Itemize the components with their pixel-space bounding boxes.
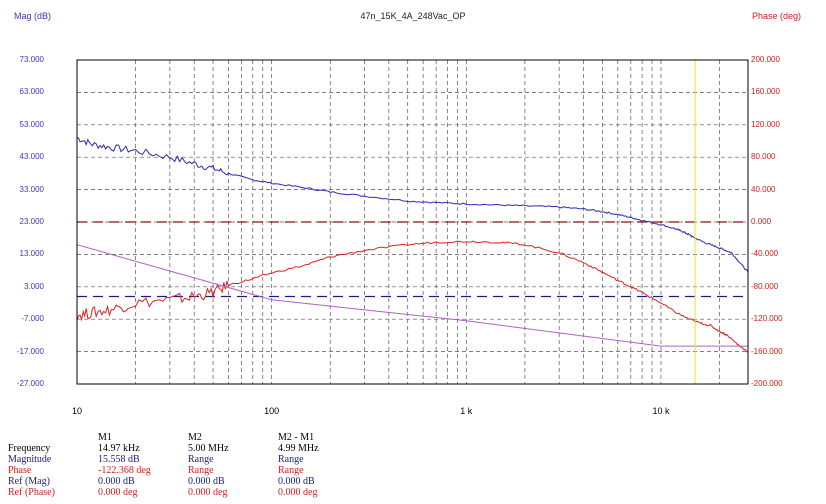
m1-value: -122.368 deg xyxy=(98,465,151,476)
left-tick-label: 53.000 xyxy=(19,119,44,129)
right-tick-label: 0.000 xyxy=(751,217,772,226)
header-empty xyxy=(8,432,98,443)
m1-value: 0.000 dB xyxy=(98,476,135,487)
left-axis-title: Mag (dB) xyxy=(14,11,52,21)
reference-trace xyxy=(76,244,748,347)
left-tick-label: 33.000 xyxy=(19,184,44,194)
row-label: Phase xyxy=(8,465,32,476)
right-tick-label: 120.000 xyxy=(751,119,780,129)
m1-value: 14.97 kHz xyxy=(98,443,140,454)
row-ref-phase: Ref (Phase) 0.000 deg 0.000 deg 0.000 de… xyxy=(8,487,368,498)
m2-value: 0.000 deg xyxy=(188,487,228,498)
right-tick-label: -120.000 xyxy=(751,314,783,324)
right-tick-label: -200.000 xyxy=(751,379,783,388)
m2-value: Range xyxy=(188,454,214,465)
m1-value: 15.558 dB xyxy=(98,454,140,465)
right-tick-label: 80.000 xyxy=(751,152,776,162)
magnitude-trace xyxy=(76,137,749,273)
m2-value: Range xyxy=(188,465,214,476)
row-label: Ref (Phase) xyxy=(8,487,55,498)
row-label: Magnitude xyxy=(8,454,52,465)
row-frequency: Frequency 14.97 kHz 5.00 MHz 4.99 MHz xyxy=(8,443,368,454)
right-tick-label: 200.000 xyxy=(751,55,780,64)
m2-value: 5.00 MHz xyxy=(188,443,229,454)
chart-title: 47n_15K_4A_248Vac_OP xyxy=(360,11,466,21)
diff-value: 4.99 MHz xyxy=(278,443,319,454)
x-tick-label: 10 xyxy=(71,406,83,416)
row-phase: Phase -122.368 deg Range Range xyxy=(8,465,368,476)
left-tick-label: 3.000 xyxy=(23,281,44,291)
x-tick-label: 1 k xyxy=(460,406,473,416)
marker-table-header: M1 M2 M2 - M1 xyxy=(8,432,368,443)
left-tick-label: -7.000 xyxy=(21,314,44,324)
diff-value: 0.000 deg xyxy=(278,487,318,498)
row-label: Ref (Mag) xyxy=(8,476,50,487)
diff-value: Range xyxy=(278,454,304,465)
phase-trace xyxy=(76,240,749,353)
bode-plot xyxy=(76,59,749,385)
diff-value: Range xyxy=(278,465,304,476)
left-tick-label: 63.000 xyxy=(19,87,44,97)
right-tick-label: -160.000 xyxy=(751,346,783,356)
reference-lines xyxy=(77,221,748,298)
header-diff: M2 - M1 xyxy=(278,432,315,443)
row-ref-mag: Ref (Mag) 0.000 dB 0.000 dB 0.000 dB xyxy=(8,476,368,487)
left-tick-label: 43.000 xyxy=(19,152,44,162)
row-label: Frequency xyxy=(8,443,51,454)
plot-frame xyxy=(76,59,749,385)
right-axis-title: Phase (deg) xyxy=(752,11,802,21)
right-tick-label: 40.000 xyxy=(751,184,776,194)
left-tick-label: 23.000 xyxy=(19,217,44,226)
right-tick-label: -80.000 xyxy=(751,281,779,291)
right-tick-label: 160.000 xyxy=(751,87,780,97)
series-group xyxy=(76,137,749,353)
right-tick-label: -40.000 xyxy=(751,249,779,259)
x-tick-label: 100 xyxy=(264,406,280,416)
left-tick-label: 13.000 xyxy=(19,249,44,259)
marker-table: M1 M2 M2 - M1 Frequency 14.97 kHz 5.00 M… xyxy=(8,432,368,498)
header-m1: M1 xyxy=(98,432,112,443)
left-tick-label: -27.000 xyxy=(16,379,44,388)
left-tick-label: 73.000 xyxy=(19,55,44,64)
m1-value: 0.000 deg xyxy=(98,487,138,498)
row-magnitude: Magnitude 15.558 dB Range Range xyxy=(8,454,368,465)
diff-value: 0.000 dB xyxy=(278,476,315,487)
header-m2: M2 xyxy=(188,432,202,443)
left-tick-label: -17.000 xyxy=(16,346,44,356)
m2-value: 0.000 dB xyxy=(188,476,225,487)
x-tick-label: 10 k xyxy=(652,406,670,416)
